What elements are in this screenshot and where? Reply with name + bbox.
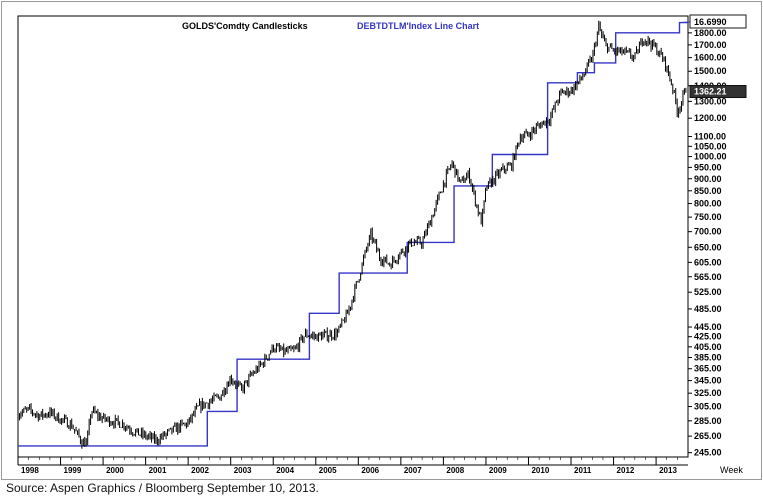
x-tick-label: 1999 <box>64 466 82 475</box>
y-tick-label: 900.00 <box>694 174 722 184</box>
x-tick-label: 2013 <box>659 466 677 475</box>
x-tick-label: 1998 <box>21 466 39 475</box>
y-tick-label: 1700.00 <box>694 40 727 50</box>
y-tick-label: 565.00 <box>694 272 722 282</box>
y-tick-label: 385.00 <box>694 353 722 363</box>
x-tick-label: 2002 <box>191 466 209 475</box>
chart-svg: 1998 1999 2000 2001 2002 2003 2004 2005 2006 2007… <box>17 14 747 475</box>
legend-label-debt: DEBTDTLM'Index Line Chart <box>357 21 479 31</box>
y-tick-label: 445.00 <box>694 322 722 332</box>
y-tick-label: 325.00 <box>694 388 722 398</box>
y-tick-label: 1600.00 <box>694 53 727 63</box>
y-tick-label: 1100.00 <box>694 132 726 142</box>
y-tick-label: 1500.00 <box>694 66 727 76</box>
x-tick-label: 2004 <box>276 466 294 475</box>
y-tick-label: 1800.00 <box>694 28 727 38</box>
x-axis-label: Week <box>720 465 743 475</box>
x-tick-label: 2012 <box>617 466 635 475</box>
x-tick-label: 2007 <box>404 466 422 475</box>
chart-frame: 1998 1999 2000 2001 2002 2003 2004 2005 2006 2007… <box>1 1 762 480</box>
y-tick-label: 1200.00 <box>694 113 727 123</box>
x-tick-label: 2008 <box>446 466 464 475</box>
y-tick-label: 365.00 <box>694 364 722 374</box>
y-tick-label: 1300.00 <box>694 96 727 106</box>
series-layer <box>17 20 688 449</box>
y-tick-label: 700.00 <box>694 227 722 237</box>
y-tick-label: 305.00 <box>694 402 722 412</box>
y-tick-label: 345.00 <box>694 376 722 386</box>
badge-debt-value: 16.6990 <box>694 17 727 27</box>
value-badges: 16.6990 1362.21 <box>679 14 747 99</box>
source-caption: Source: Aspen Graphics / Bloomberg Septe… <box>6 481 319 495</box>
y-tick-label: 750.00 <box>694 212 722 222</box>
legend: GOLDS'Comdty Candlesticks DEBTDTLM'Index… <box>182 21 479 31</box>
y-tick-label: 285.00 <box>694 416 722 426</box>
y-tick-label: 265.00 <box>694 431 722 441</box>
y-tick-label: 850.00 <box>694 186 722 196</box>
y-tick-label: 485.00 <box>694 304 722 314</box>
x-tick-label: 2000 <box>106 466 124 475</box>
y-tick-label: 800.00 <box>694 199 722 209</box>
y-tick-label: 1000.00 <box>694 152 727 162</box>
plot-border <box>17 15 689 458</box>
badge-gold-value: 1362.21 <box>694 87 727 97</box>
x-tick-label: 2003 <box>234 466 252 475</box>
x-tick-label: 2010 <box>531 466 549 475</box>
plot-area <box>17 15 689 458</box>
y-tick-label: 1050.00 <box>694 141 727 151</box>
y-tick-label: 605.00 <box>694 257 722 267</box>
x-tick-label: 2009 <box>489 466 507 475</box>
y-tick-label: 525.00 <box>694 287 722 297</box>
x-tick-label: 2001 <box>149 466 167 475</box>
x-tick-label: 2011 <box>574 466 592 475</box>
y-tick-label: 405.00 <box>694 342 722 352</box>
x-tick-label: 2005 <box>319 466 337 475</box>
y-tick-label: 950.00 <box>694 162 722 172</box>
y-tick-label: 425.00 <box>694 332 722 342</box>
x-tick-label: 2006 <box>361 466 379 475</box>
y-tick-label: 245.00 <box>694 448 722 458</box>
badge-gold-box <box>689 85 747 99</box>
badge-debt-leader <box>679 21 691 24</box>
y-tick-label: 650.00 <box>694 242 722 252</box>
axes-layer: 1998 1999 2000 2001 2002 2003 2004 2005 2006 2007… <box>17 28 727 475</box>
legend-label-gold: GOLDS'Comdty Candlesticks <box>182 21 308 31</box>
badge-debt-box <box>689 14 747 29</box>
series-debt-step-line <box>18 21 688 447</box>
